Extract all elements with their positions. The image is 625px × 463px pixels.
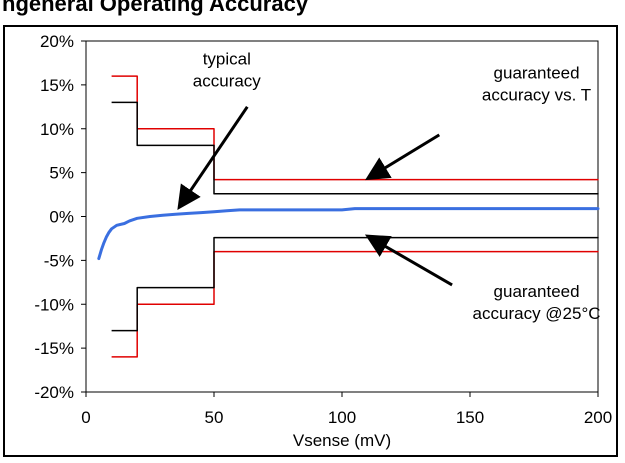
x-axis-label: Vsense (mV) [293, 431, 391, 450]
page-title-text: ngeneral Operating Accuracy [2, 0, 309, 16]
annotation-line: accuracy @25°C [473, 304, 601, 323]
y-tick-label: 5% [49, 164, 74, 183]
annotation-arrow-typical [177, 105, 249, 211]
page-title: ngeneral Operating Accuracy [0, 0, 625, 30]
y-tick-label: 15% [40, 76, 74, 95]
series-line-lower-black [136, 236, 599, 332]
x-tick-label: 0 [81, 408, 90, 427]
y-axis: -20% -15% -10% -5% 0% 5% 10% 15% 20% [34, 32, 86, 402]
annotation-line: guaranteed [494, 282, 580, 301]
y-tick-label: 20% [40, 32, 74, 51]
series-line-upper-black [136, 101, 599, 195]
annotation-line: accuracy [193, 72, 262, 91]
x-axis: 0 50 100 150 200 [81, 392, 612, 427]
annotation-line: guaranteed [494, 64, 580, 83]
x-tick-label: 100 [328, 408, 356, 427]
y-tick-label: -20% [34, 383, 74, 402]
annotation-at-25c: guaranteed accuracy @25°C [473, 282, 601, 323]
annotation-typical: typical accuracy [193, 50, 262, 91]
series-layer [97, 75, 600, 358]
annotation-line: typical [203, 50, 251, 69]
annotations: typical accuracy guaranteed accuracy vs. Tg… [177, 50, 601, 323]
annotation-line: accuracy vs. T [482, 86, 591, 105]
annotation-arrow-vs-t [365, 133, 441, 181]
x-tick-label: 200 [584, 408, 612, 427]
y-tick-label: -5% [44, 251, 74, 270]
series-line-typical [97, 207, 600, 261]
y-tick-label: -10% [34, 295, 74, 314]
x-tick-label: 50 [205, 408, 224, 427]
x-tick-label: 150 [456, 408, 484, 427]
annotation-arrow-at-25c [364, 234, 453, 287]
annotation-vs-t: guaranteed accuracy vs. T [482, 64, 591, 105]
y-tick-label: 10% [40, 120, 74, 139]
y-tick-label: 0% [49, 208, 74, 227]
y-tick-label: -15% [34, 339, 74, 358]
